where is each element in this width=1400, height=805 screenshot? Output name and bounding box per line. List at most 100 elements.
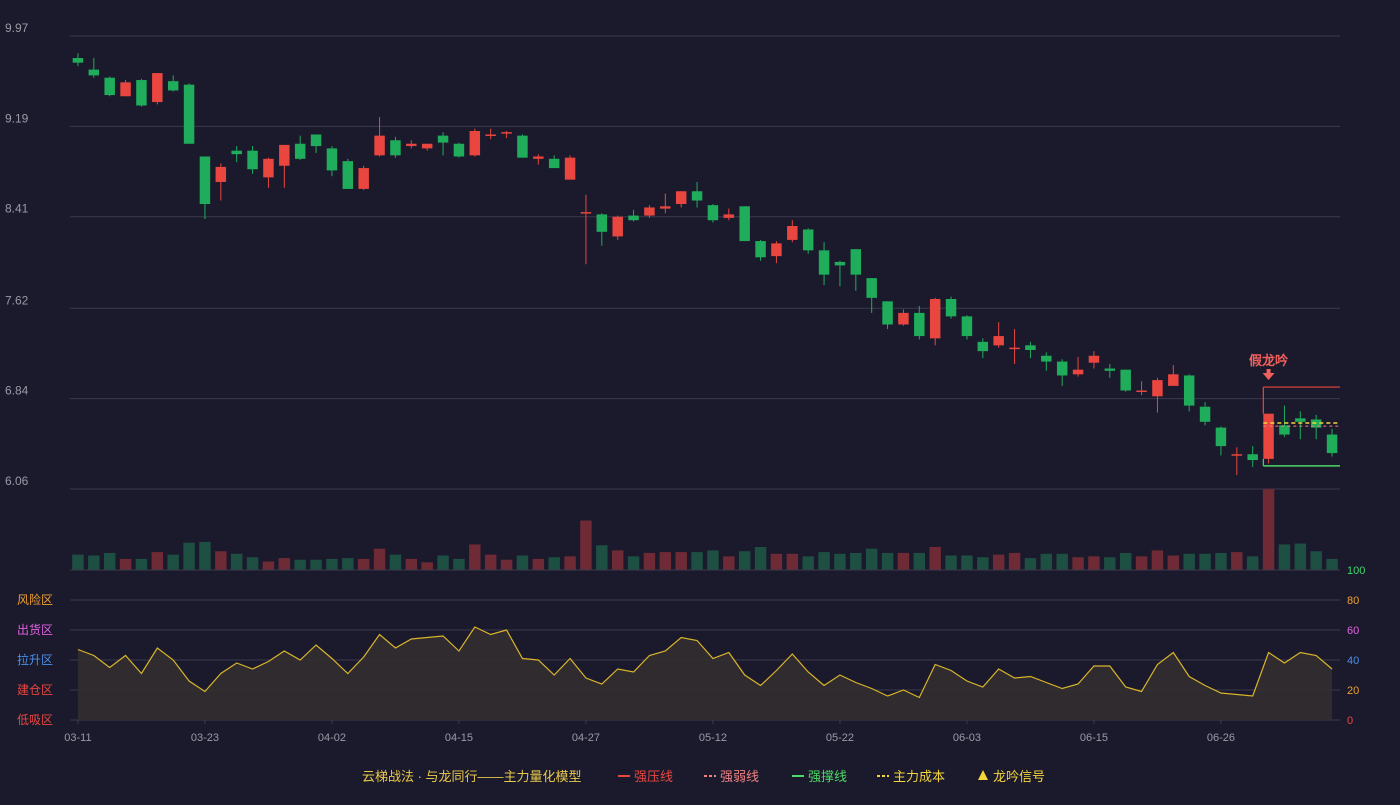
candle-body (977, 341, 989, 352)
candle-body (1025, 345, 1036, 350)
volume-bar (754, 546, 767, 570)
volume-bar (326, 558, 338, 570)
volume-bar (1088, 556, 1100, 570)
zone-label: 出货区 (17, 622, 53, 637)
x-tick-label: 06-15 (1080, 732, 1108, 744)
volume-bar (738, 551, 751, 570)
volume-bar (1294, 543, 1307, 570)
volume-bar (151, 552, 164, 570)
candle-body (358, 168, 369, 189)
candle-body (882, 301, 893, 325)
x-tick-label: 06-03 (953, 732, 981, 744)
volume-bar (278, 558, 291, 570)
volume-bar (1024, 558, 1037, 570)
candle-body (802, 229, 814, 251)
indicator-tick-label: 40 (1347, 655, 1359, 667)
volume-bar (516, 555, 529, 570)
zone-label: 拉升区 (17, 652, 53, 667)
volume-bar (103, 552, 116, 570)
volume-bar (294, 559, 306, 570)
candle-body (152, 73, 163, 103)
volume-bar (1104, 557, 1116, 570)
volume-bar (405, 558, 418, 570)
candle-body (1183, 375, 1195, 406)
zone-label: 建仓区 (17, 683, 53, 697)
volume-bar (246, 557, 259, 570)
indicator-tick-label: 0 (1347, 715, 1353, 727)
legend-item-label: 强压线 (634, 769, 673, 784)
volume-bar (1246, 556, 1259, 570)
candle-body (167, 81, 179, 91)
candle-body (263, 158, 274, 178)
candle-body (1326, 434, 1338, 454)
x-tick-label: 04-27 (572, 732, 600, 744)
x-tick-label: 04-15 (445, 732, 473, 744)
candle-body (723, 214, 735, 218)
volume-bar (580, 520, 592, 570)
x-tick-label: 05-22 (826, 732, 854, 744)
candle-body (929, 298, 941, 339)
candle-body (945, 298, 957, 317)
volume-bar (119, 558, 132, 570)
volume-bar (532, 558, 545, 570)
candle-body (580, 212, 592, 214)
volume-bar (230, 553, 243, 570)
candle-body (898, 312, 909, 325)
candle-body (1104, 368, 1116, 371)
legend-item-label: 强撑线 (808, 769, 847, 784)
candle-body (834, 261, 846, 266)
volume-bar (961, 555, 973, 570)
candle-body (914, 312, 925, 337)
volume-bar (1040, 553, 1053, 570)
volume-bar (1215, 552, 1227, 570)
volume-bar (1262, 489, 1275, 570)
candle-body (644, 207, 655, 216)
legend-triangle-icon (978, 770, 988, 780)
candle-body (485, 134, 496, 136)
volume-bar (1278, 544, 1291, 570)
candle-body (787, 226, 798, 240)
price-tick-label: 6.06 (5, 474, 29, 488)
x-tick-label: 03-11 (64, 732, 91, 744)
price-tick-label: 8.41 (5, 202, 29, 216)
volume-bar (881, 552, 894, 570)
volume-bar (199, 541, 211, 570)
candle-body (120, 82, 131, 97)
candle-body (739, 206, 750, 242)
candle-body (421, 143, 433, 149)
volume-bar (500, 559, 513, 570)
volume-bar (1151, 550, 1164, 570)
volume-bar (770, 553, 783, 570)
candle-body (1231, 454, 1243, 456)
volume-bar (1135, 556, 1148, 570)
candle-body (390, 140, 401, 156)
signal-arrow-icon (1262, 369, 1275, 380)
candle-body (707, 205, 719, 221)
x-tick-label: 06-26 (1207, 732, 1235, 744)
indicator-tick-label: 100 (1347, 565, 1365, 577)
volume-bar (1056, 553, 1068, 570)
volume-bar (802, 556, 814, 570)
candle-body (247, 150, 258, 170)
candle-body (1215, 427, 1227, 447)
candle-body (406, 143, 417, 147)
candle-body (1152, 380, 1163, 397)
candle-body (1263, 413, 1274, 459)
volume-bar (818, 552, 830, 570)
candle-body (501, 132, 512, 134)
candle-body (517, 135, 528, 158)
volume-bar (469, 544, 481, 570)
volume-bar (262, 561, 275, 570)
volume-bar (1008, 552, 1021, 570)
volume-bar (135, 558, 148, 570)
candle-body (1041, 355, 1052, 362)
zone-label: 低吸区 (17, 713, 53, 727)
volume-bar (1231, 552, 1243, 570)
candle-body (279, 144, 290, 166)
legend-item-label: 龙吟信号 (993, 769, 1045, 784)
volume-bar (1167, 555, 1180, 570)
volume-bar (215, 551, 227, 570)
candle-body (1279, 425, 1290, 435)
